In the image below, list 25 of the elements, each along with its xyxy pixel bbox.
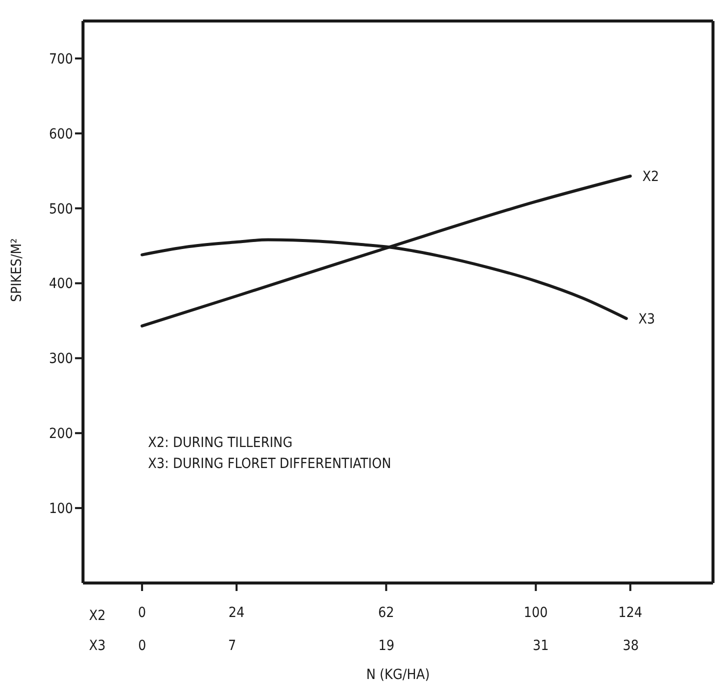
y-tick-label: 500 (48, 201, 73, 218)
x2-tick-label: 31 (532, 638, 549, 654)
text: X3 (89, 638, 106, 654)
y-axis-title: SPIKES/M² (8, 238, 25, 302)
x-tick-label: 124 (618, 604, 642, 621)
y-tick-label: 100 (48, 501, 73, 518)
x-axis-title: N (KG/HA) (366, 667, 430, 683)
text: X2 (89, 608, 106, 624)
y-tick-label: 400 (48, 276, 73, 292)
series-label: X3 (638, 311, 656, 328)
note-text: X2: DURING TILLERING X3: DURING FLORET DIFFERENTIATION (148, 434, 392, 474)
y-tick-label: 200 (48, 426, 73, 442)
series-label: X2 (642, 169, 659, 186)
x-tick-label: 24 (228, 604, 245, 621)
x2-tick-label: 38 (622, 638, 639, 654)
y-tick-label: 300 (48, 351, 73, 368)
y-tick-label: 700 (48, 51, 73, 68)
x-tick-label: 0 (138, 604, 146, 621)
x-tick-label: 62 (378, 604, 394, 621)
x2-tick-label: 0 (138, 638, 146, 654)
x-tick-label: 100 (524, 604, 548, 621)
x2-tick-label: 19 (378, 638, 394, 654)
x2-tick-label: 7 (228, 638, 236, 654)
y-tick-label: 600 (48, 126, 73, 142)
line-series (140, 174, 632, 328)
